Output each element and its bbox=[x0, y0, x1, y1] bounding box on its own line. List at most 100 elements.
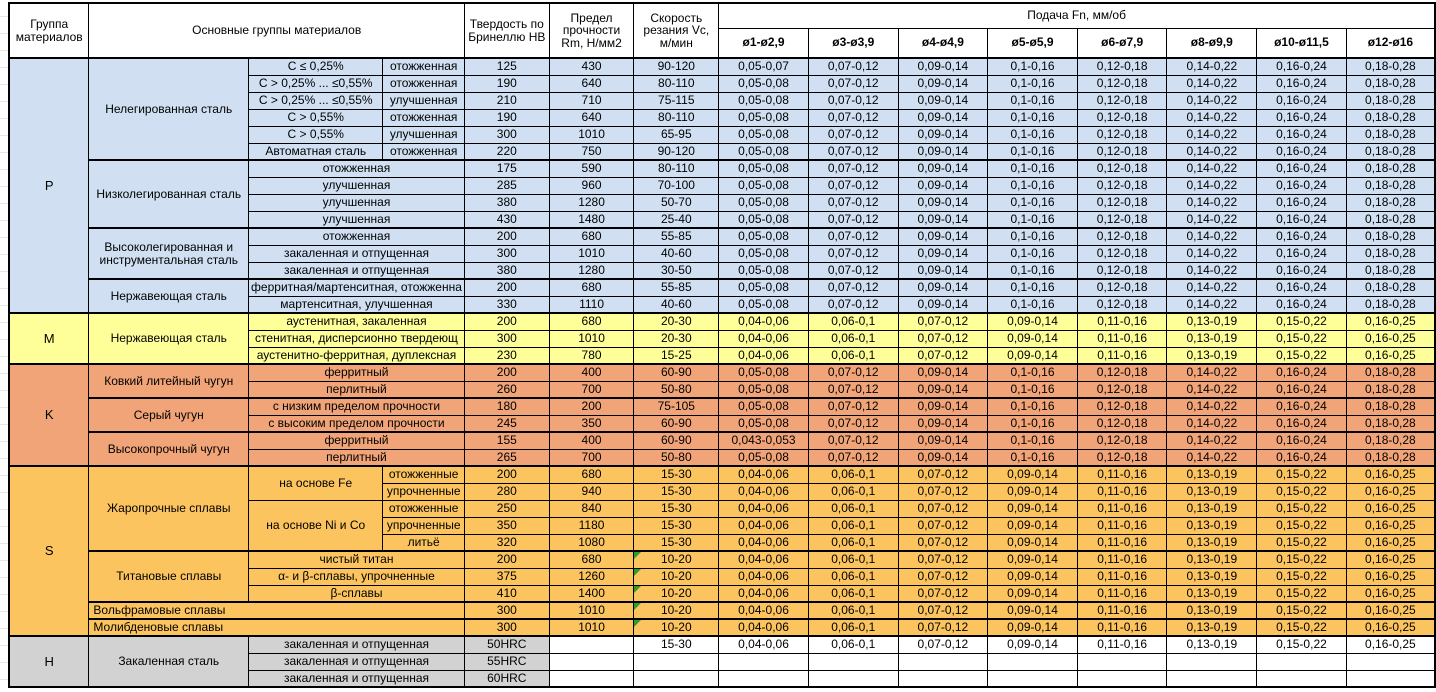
feed-cell[interactable]: 0,07-0,12 bbox=[807, 91, 899, 110]
strength-cell[interactable]: 1110 bbox=[548, 295, 635, 314]
feed-cell[interactable]: 0,07-0,12 bbox=[807, 125, 899, 144]
feed-cell[interactable]: 0,04-0,06 bbox=[718, 465, 809, 484]
speed-cell[interactable]: 20-30 bbox=[633, 329, 720, 348]
strength-cell[interactable]: 200 bbox=[548, 397, 635, 416]
feed-cell[interactable]: 0,14-0,22 bbox=[1166, 125, 1258, 144]
feed-cell[interactable]: 0,05-0,08 bbox=[718, 74, 809, 93]
feed-cell[interactable]: 0,09-0,14 bbox=[987, 516, 1078, 535]
hardness-cell[interactable]: 285 bbox=[463, 176, 550, 195]
strength-cell[interactable]: 710 bbox=[548, 91, 635, 110]
header-feed-col-4[interactable]: ø5-ø5,9 bbox=[987, 27, 1078, 59]
header-feed-col-3[interactable]: ø4-ø4,9 bbox=[897, 27, 989, 59]
feed-cell[interactable]: 0,14-0,22 bbox=[1166, 74, 1258, 93]
feed-cell[interactable]: 0,06-0,1 bbox=[807, 312, 899, 331]
speed-cell[interactable]: 15-30 bbox=[633, 482, 720, 501]
hardness-cell[interactable]: 200 bbox=[463, 465, 550, 484]
strength-cell[interactable]: 680 bbox=[548, 227, 635, 246]
feed-cell[interactable]: 0,11-0,16 bbox=[1076, 482, 1168, 501]
hardness-cell[interactable]: 380 bbox=[463, 193, 550, 212]
material-cell[interactable]: аустенитно-ферритная, дуплексная bbox=[248, 346, 465, 365]
feed-cell[interactable]: 0,1-0,16 bbox=[987, 414, 1078, 433]
strength-cell[interactable]: 1280 bbox=[548, 261, 635, 280]
feed-cell[interactable]: 0,18-0,28 bbox=[1345, 397, 1436, 416]
feed-cell[interactable]: 0,1-0,16 bbox=[987, 210, 1078, 229]
material-cell[interactable]: Ковкий литейный чугун bbox=[88, 363, 250, 399]
feed-cell[interactable]: 0,07-0,12 bbox=[807, 210, 899, 229]
feed-cell[interactable] bbox=[987, 669, 1078, 688]
feed-cell[interactable]: 0,05-0,08 bbox=[718, 108, 809, 127]
feed-cell[interactable]: 0,15-0,22 bbox=[1256, 533, 1347, 552]
feed-cell[interactable]: 0,09-0,14 bbox=[987, 329, 1078, 348]
header-feed-col-2[interactable]: ø3-ø3,9 bbox=[807, 27, 899, 59]
material-cell[interactable]: Высоколегированная и инструментальная ст… bbox=[88, 227, 250, 280]
feed-cell[interactable] bbox=[897, 669, 989, 688]
feed-cell[interactable]: 0,1-0,16 bbox=[987, 261, 1078, 280]
material-cell[interactable]: с низким пределом прочности bbox=[248, 397, 465, 416]
feed-cell[interactable]: 0,09-0,14 bbox=[897, 108, 989, 127]
feed-cell[interactable]: 0,06-0,1 bbox=[807, 567, 899, 586]
feed-cell[interactable]: 0,05-0,08 bbox=[718, 278, 809, 297]
feed-cell[interactable]: 0,07-0,12 bbox=[807, 397, 899, 416]
feed-cell[interactable]: 0,18-0,28 bbox=[1345, 414, 1436, 433]
feed-cell[interactable]: 0,09-0,14 bbox=[897, 74, 989, 93]
strength-cell[interactable]: 700 bbox=[548, 448, 635, 467]
speed-cell[interactable]: 15-30 bbox=[633, 499, 720, 518]
material-cell[interactable]: улучшенная bbox=[248, 210, 465, 229]
feed-cell[interactable]: 0,12-0,18 bbox=[1076, 448, 1168, 467]
material-cell[interactable]: Жаропрочные сплавы bbox=[88, 465, 250, 552]
feed-cell[interactable]: 0,07-0,12 bbox=[807, 227, 899, 246]
feed-cell[interactable]: 0,04-0,06 bbox=[718, 482, 809, 501]
feed-cell[interactable]: 0,07-0,12 bbox=[897, 482, 989, 501]
feed-cell[interactable]: 0,18-0,28 bbox=[1345, 295, 1436, 314]
material-cell[interactable]: мартенситная, улучшенная bbox=[248, 295, 465, 314]
feed-cell[interactable]: 0,09-0,14 bbox=[897, 448, 989, 467]
feed-cell[interactable]: 0,12-0,18 bbox=[1076, 91, 1168, 110]
material-cell[interactable]: Закаленная сталь bbox=[88, 635, 250, 688]
strength-cell[interactable]: 1480 bbox=[548, 210, 635, 229]
feed-cell[interactable]: 0,07-0,12 bbox=[807, 295, 899, 314]
feed-cell[interactable]: 0,09-0,14 bbox=[897, 176, 989, 195]
feed-cell[interactable]: 0,11-0,16 bbox=[1076, 329, 1168, 348]
material-cell[interactable]: C > 0,55% bbox=[248, 125, 384, 144]
header-strength[interactable]: Предел прочности Rm, Н/мм2 bbox=[548, 2, 635, 59]
feed-cell[interactable]: 0,05-0,08 bbox=[718, 142, 809, 161]
strength-cell[interactable]: 1400 bbox=[548, 584, 635, 603]
feed-cell[interactable]: 0,13-0,19 bbox=[1166, 312, 1258, 331]
feed-cell[interactable]: 0,12-0,18 bbox=[1076, 414, 1168, 433]
feed-cell[interactable]: 0,07-0,12 bbox=[897, 499, 989, 518]
header-feed-col-1[interactable]: ø1-ø2,9 bbox=[718, 27, 809, 59]
feed-cell[interactable]: 0,05-0,08 bbox=[718, 414, 809, 433]
feed-cell[interactable]: 0,11-0,16 bbox=[1076, 584, 1168, 603]
feed-cell[interactable]: 0,13-0,19 bbox=[1166, 533, 1258, 552]
feed-cell[interactable]: 0,09-0,14 bbox=[987, 567, 1078, 586]
speed-cell[interactable]: 25-40 bbox=[633, 210, 720, 229]
feed-cell[interactable]: 0,18-0,28 bbox=[1345, 176, 1436, 195]
feed-cell[interactable]: 0,16-0,24 bbox=[1256, 159, 1347, 178]
feed-cell[interactable] bbox=[807, 669, 899, 688]
feed-cell[interactable]: 0,13-0,19 bbox=[1166, 601, 1258, 620]
feed-cell[interactable]: 0,14-0,22 bbox=[1166, 380, 1258, 399]
feed-cell[interactable] bbox=[1256, 652, 1347, 671]
feed-cell[interactable]: 0,12-0,18 bbox=[1076, 431, 1168, 450]
feed-cell[interactable]: 0,09-0,14 bbox=[897, 363, 989, 382]
feed-cell[interactable]: 0,1-0,16 bbox=[987, 244, 1078, 263]
feed-cell[interactable]: 0,04-0,06 bbox=[718, 516, 809, 535]
feed-cell[interactable]: 0,15-0,22 bbox=[1256, 635, 1347, 654]
feed-cell[interactable]: 0,16-0,25 bbox=[1345, 601, 1436, 620]
feed-cell[interactable]: 0,04-0,06 bbox=[718, 499, 809, 518]
hardness-cell[interactable]: 180 bbox=[463, 397, 550, 416]
material-cell[interactable]: перлитный bbox=[248, 380, 465, 399]
speed-cell[interactable]: 10-20 bbox=[633, 567, 720, 586]
feed-cell[interactable] bbox=[987, 652, 1078, 671]
feed-cell[interactable]: 0,05-0,08 bbox=[718, 380, 809, 399]
material-cell[interactable]: C > 0,25% ... ≤0,55% bbox=[248, 74, 384, 93]
feed-cell[interactable]: 0,1-0,16 bbox=[987, 159, 1078, 178]
strength-cell[interactable]: 1260 bbox=[548, 567, 635, 586]
material-cell[interactable]: закаленная и отпущенная bbox=[248, 652, 465, 671]
feed-cell[interactable]: 0,15-0,22 bbox=[1256, 499, 1347, 518]
feed-cell[interactable]: 0,15-0,22 bbox=[1256, 516, 1347, 535]
feed-cell[interactable]: 0,04-0,06 bbox=[718, 312, 809, 331]
strength-cell[interactable]: 680 bbox=[548, 278, 635, 297]
feed-cell[interactable]: 0,07-0,12 bbox=[897, 346, 989, 365]
feed-cell[interactable]: 0,18-0,28 bbox=[1345, 448, 1436, 467]
